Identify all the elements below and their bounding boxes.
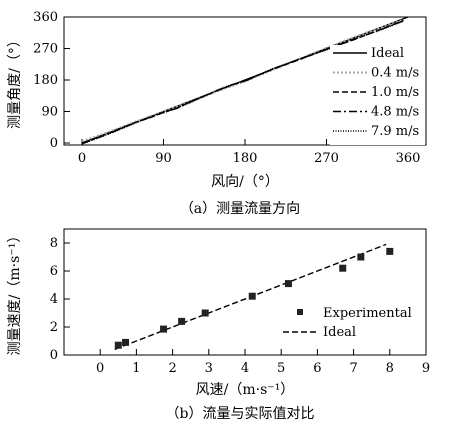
chart-a-y-tick-label: 90 (41, 105, 58, 120)
chart-b-experimental-point (357, 253, 365, 261)
chart-a-series (81, 16, 409, 145)
chart-a-y-label: 测量角度/（°） (7, 33, 23, 129)
chart-b-y-tick-label: 6 (50, 264, 58, 279)
chart-b-experimental-point (160, 325, 168, 333)
chart-b-series (114, 243, 394, 351)
chart-a-x-tick-label: 270 (314, 151, 339, 166)
chart-b-experimental-point (248, 292, 256, 300)
chart-b-x-ticks: 0 1 2 3 4 5 6 7 8 9 (63, 349, 430, 376)
chart-b-x-tick-label: 5 (277, 361, 285, 376)
chart-b-x-tick-label: 8 (386, 361, 394, 376)
chart-b-frame (63, 228, 427, 356)
chart-a-x-label: 风向/（°） (211, 174, 279, 190)
chart-b-x-tick-label: 4 (241, 361, 249, 376)
chart-a-y-tick-label: 180 (33, 73, 58, 88)
chart-b-y-tick-label: 4 (50, 292, 58, 307)
chart-a-y-tick-label: 0 (50, 136, 58, 151)
chart-b-legend-swatch (297, 309, 303, 315)
chart-b-y-tick-label: 8 (50, 236, 58, 251)
chart-a-y-tick-label: 270 (33, 42, 58, 57)
chart-b-y-ticks: 0 2 4 6 8 (50, 236, 70, 363)
chart-b-y-tick-label: 2 (50, 320, 58, 335)
chart-a-caption: （a）测量流量方向 (180, 201, 300, 217)
chart-a-legend-label: 1.0 m/s (371, 85, 419, 100)
chart-b-legend: Experimental Ideal (283, 306, 412, 340)
chart-a-legend-label: 4.8 m/s (371, 105, 419, 120)
chart-b-x-tick-label: 1 (132, 361, 140, 376)
chart-a-x-tick-label: 360 (396, 151, 421, 166)
chart-a-legend-label: 0.4 m/s (371, 66, 419, 81)
chart-b-x-tick-label: 7 (349, 361, 357, 376)
chart-b-legend-label: Experimental (323, 306, 412, 321)
chart-a-y-ticks: 0 90 180 270 360 (33, 10, 70, 151)
chart-a-wind-direction: 0 90 180 270 360 0 90 180 270 360 Ideal 0.4 m/s 1.… (7, 10, 427, 217)
chart-b-experimental-point (178, 317, 186, 325)
chart-b-caption: （b）流量与实际值对比 (166, 406, 315, 422)
chart-b-y-label: 测量速度/（m·s⁻¹） (7, 229, 23, 356)
chart-a-x-tick-label: 0 (78, 151, 86, 166)
chart-b-legend-label: Ideal (323, 325, 356, 340)
chart-a-legend-bg (330, 45, 425, 145)
chart-b-x-tick-label: 9 (422, 361, 430, 376)
chart-b-experimental-point (114, 341, 122, 349)
chart-b-x-tick-label: 2 (168, 361, 176, 376)
chart-a-y-tick-label: 360 (33, 10, 58, 25)
chart-b-experimental-point (339, 264, 347, 272)
chart-a-series-line (81, 20, 404, 145)
chart-b-x-tick-label: 6 (313, 361, 321, 376)
chart-b-x-tick-label: 3 (205, 361, 213, 376)
chart-b-x-label: 风速/（m·s⁻¹） (196, 382, 295, 398)
chart-b-experimental-point (122, 338, 130, 346)
chart-b-experimental-point (386, 247, 394, 255)
chart-a-legend: Ideal 0.4 m/s 1.0 m/s 4.8 m/s 7.9 m/s (330, 45, 425, 145)
chart-b-experimental-point (284, 280, 292, 288)
chart-a-x-tick-label: 180 (233, 151, 258, 166)
chart-b-wind-speed: 0 2 4 6 8 0 1 2 3 4 5 6 7 8 9 Experimental Ideal 风速/（m… (7, 228, 430, 422)
chart-a-legend-label: 7.9 m/s (371, 124, 419, 139)
chart-a-x-tick-label: 90 (155, 151, 172, 166)
chart-b-y-tick-label: 0 (50, 348, 58, 363)
chart-b-experimental-point (201, 309, 209, 317)
chart-b-x-tick-label: 0 (96, 361, 104, 376)
chart-a-legend-label: Ideal (371, 46, 404, 61)
